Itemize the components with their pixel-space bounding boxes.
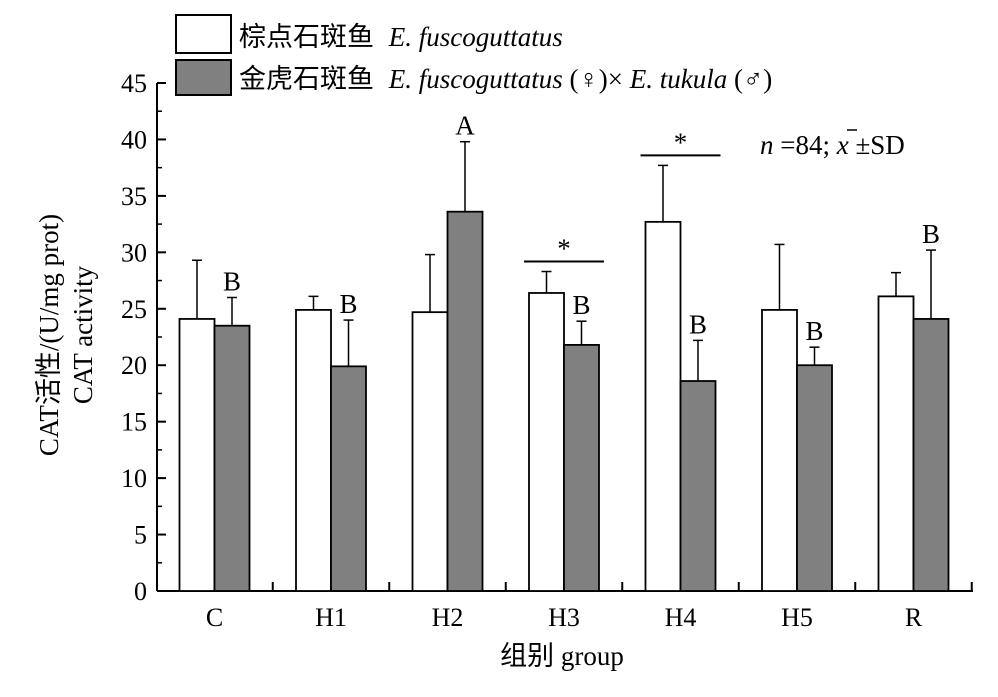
stat-note-n: n (760, 130, 774, 160)
x-tick-label: H3 (548, 603, 580, 632)
legend-swatch-series-2 (175, 59, 232, 96)
significance-star: * (557, 234, 571, 264)
significance-letter: B (572, 290, 590, 320)
legend-item-series-1: 棕点石斑鱼 E. fuscoguttatus (175, 14, 563, 54)
stat-note-pm: ±SD (855, 130, 904, 160)
significance-letter: B (223, 266, 241, 296)
bar-series-2 (796, 364, 833, 592)
y-tick-label: 35 (121, 182, 147, 211)
x-tick-label: H5 (781, 603, 813, 632)
significance-star: * (674, 127, 688, 157)
y-axis-title-line2: CAT activity (68, 265, 98, 404)
svg-text:金虎石斑鱼 E. fuscoguttatus: 金虎石斑鱼 E. fuscoguttatus (♀)× E. tukula (♂… (239, 64, 772, 94)
x-tick-label: H4 (665, 603, 697, 632)
stat-note-n-value: =84; (780, 130, 836, 160)
legend-cn-series-2: 金虎石斑鱼 (239, 64, 374, 94)
x-tick-label: H2 (432, 603, 464, 632)
significance-letter: B (689, 309, 707, 339)
y-tick-label: 15 (121, 408, 147, 437)
significance-letter: B (922, 219, 940, 249)
y-tick-label: 40 (121, 125, 147, 154)
y-tick-label: 30 (121, 238, 147, 267)
bar-series-1 (644, 220, 682, 592)
bar-series-2 (679, 380, 717, 592)
legend-swatch-series-1 (175, 14, 232, 54)
svg-text:棕点石斑鱼 E. fuscoguttatus: 棕点石斑鱼 E. fuscoguttatus (239, 22, 563, 52)
stat-note-mean: x (836, 130, 849, 160)
legend-item-series-2: 金虎石斑鱼 E. fuscoguttatus (♀)× E. tukula (♂… (175, 59, 772, 96)
y-axis-title-line1: CAT活性/(U/mg prot) (34, 214, 64, 456)
legend-end-series-2: (♂) (734, 64, 772, 94)
y-tick-label: 0 (134, 577, 147, 606)
legend-latin1-series-2: E. fuscoguttatus (388, 64, 563, 94)
y-tick-label: 5 (134, 521, 147, 550)
x-tick-label: R (905, 603, 923, 632)
x-tick-label: H1 (315, 603, 347, 632)
significance-letter: B (339, 289, 357, 319)
y-tick-label: 10 (121, 464, 147, 493)
legend-latin-series-1: E. fuscoguttatus (388, 22, 563, 52)
legend-cn-series-1: 棕点石斑鱼 (239, 22, 374, 52)
legend: 棕点石斑鱼 E. fuscoguttatus 金虎石斑鱼 E. fuscogut… (175, 14, 772, 96)
bar-series-2 (563, 344, 600, 592)
bar-series-1 (411, 311, 449, 592)
bar-series-2 (213, 324, 251, 592)
bar-series-1 (178, 318, 216, 592)
x-tick-label: C (206, 603, 223, 632)
bar-series-1 (295, 309, 332, 592)
stat-note: n =84; x ±SD (760, 130, 905, 160)
bar-series-2 (912, 318, 950, 592)
legend-latin2-series-2: E. tukula (629, 64, 727, 94)
y-tick-label: 45 (121, 69, 147, 98)
y-tick-label: 20 (121, 351, 147, 380)
legend-mid-series-2: (♀)× (570, 64, 623, 94)
bar-series-1 (761, 309, 798, 592)
bar-series-1 (528, 292, 565, 592)
bar-series-1 (877, 295, 915, 592)
significance-letter: B (805, 316, 823, 346)
significance-letter: A (455, 111, 475, 141)
x-axis-title: 组别 group (500, 641, 624, 671)
bar-series-2 (446, 210, 484, 592)
y-tick-label: 25 (121, 295, 147, 324)
bar-series-2 (330, 365, 367, 592)
